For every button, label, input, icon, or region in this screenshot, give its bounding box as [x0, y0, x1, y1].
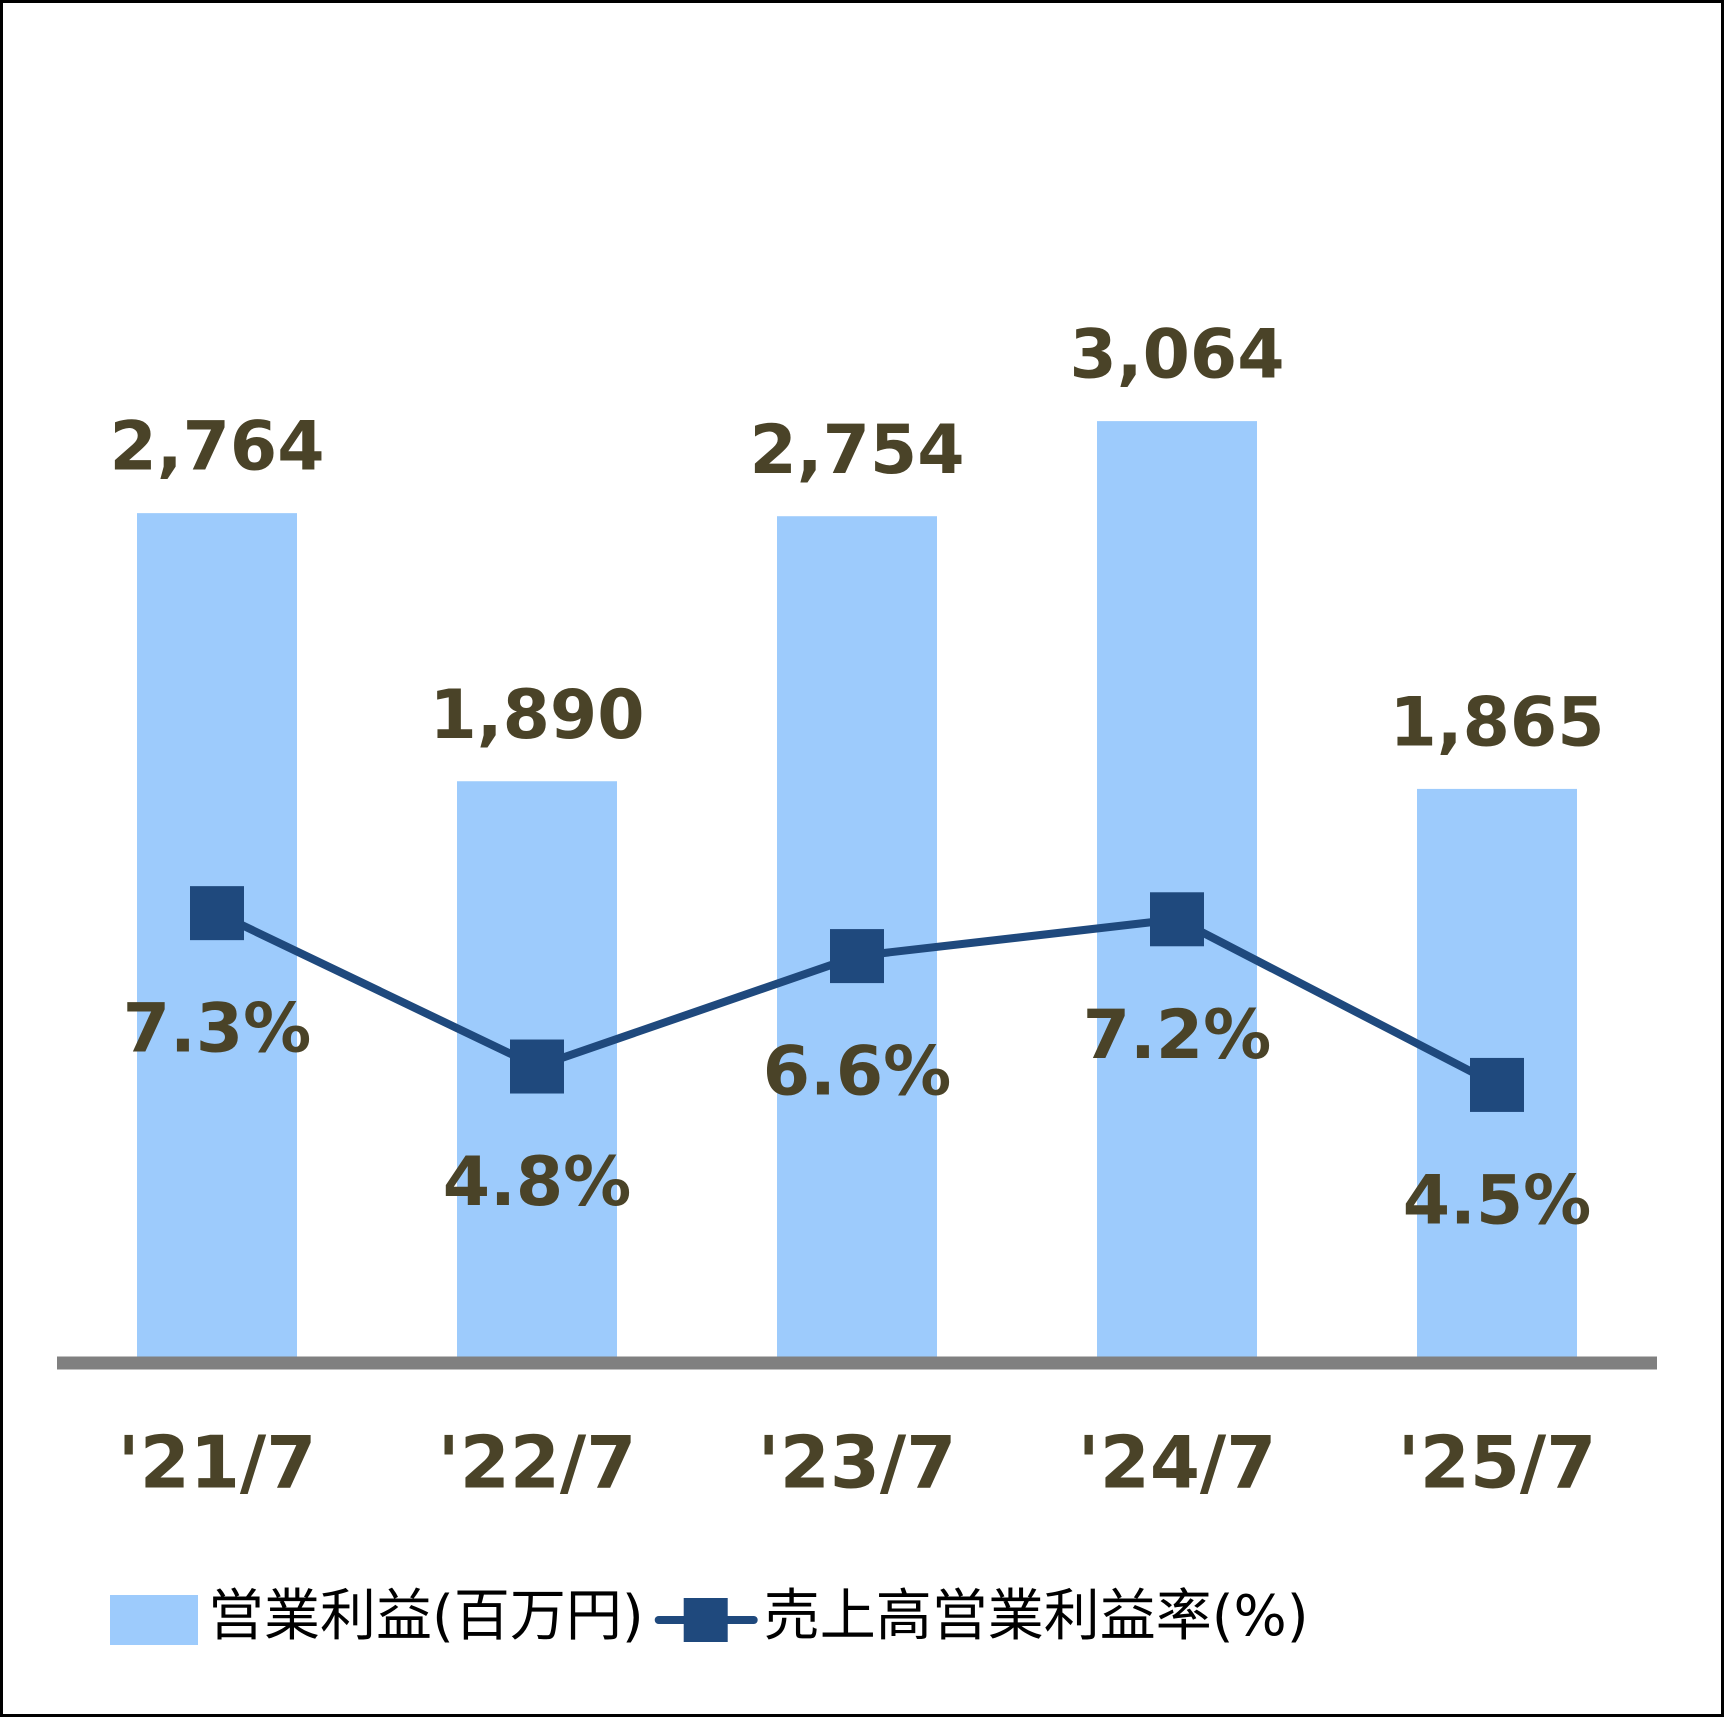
value-label: 2,754 [749, 411, 964, 490]
legend-label: 営業利益(百万円) [208, 1584, 644, 1649]
legend-swatch [683, 1598, 728, 1642]
marker [190, 886, 244, 941]
value-label: 3,064 [1069, 316, 1284, 395]
x-tick-label: '22/7 [438, 1421, 637, 1505]
marker [510, 1039, 564, 1094]
value-label: 4.5% [1403, 1161, 1592, 1240]
value-label: 7.3% [123, 990, 312, 1069]
x-tick-label: '25/7 [1398, 1421, 1597, 1505]
value-label: 4.8% [443, 1143, 632, 1222]
legend-swatch [110, 1595, 198, 1645]
bar [1097, 421, 1257, 1361]
legend-label: 売上高営業利益率(%) [764, 1584, 1309, 1649]
value-label: 6.6% [763, 1033, 952, 1112]
x-tick-label: '21/7 [118, 1421, 317, 1505]
value-label: 2,764 [109, 408, 324, 487]
marker [1470, 1057, 1524, 1112]
marker [830, 929, 884, 984]
value-label: 1,890 [429, 676, 644, 755]
value-label: 1,865 [1389, 683, 1604, 762]
marker [1150, 892, 1204, 947]
x-tick-label: '23/7 [758, 1421, 957, 1505]
x-tick-label: '24/7 [1078, 1421, 1277, 1505]
value-label: 7.2% [1083, 996, 1272, 1075]
